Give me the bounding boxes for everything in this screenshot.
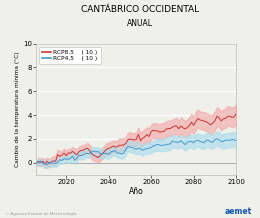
X-axis label: Año: Año: [129, 187, 144, 196]
Text: © Agencia Estatal de Meteorología: © Agencia Estatal de Meteorología: [5, 212, 77, 216]
Y-axis label: Cambio de la temperatura mínima (°C): Cambio de la temperatura mínima (°C): [15, 51, 21, 167]
Text: ANUAL: ANUAL: [127, 19, 153, 27]
Text: CANTÁBRICO OCCIDENTAL: CANTÁBRICO OCCIDENTAL: [81, 5, 199, 14]
Text: aemet: aemet: [225, 207, 252, 216]
Legend: RCP8.5    ( 10 ), RCP4.5    ( 10 ): RCP8.5 ( 10 ), RCP4.5 ( 10 ): [39, 47, 101, 64]
